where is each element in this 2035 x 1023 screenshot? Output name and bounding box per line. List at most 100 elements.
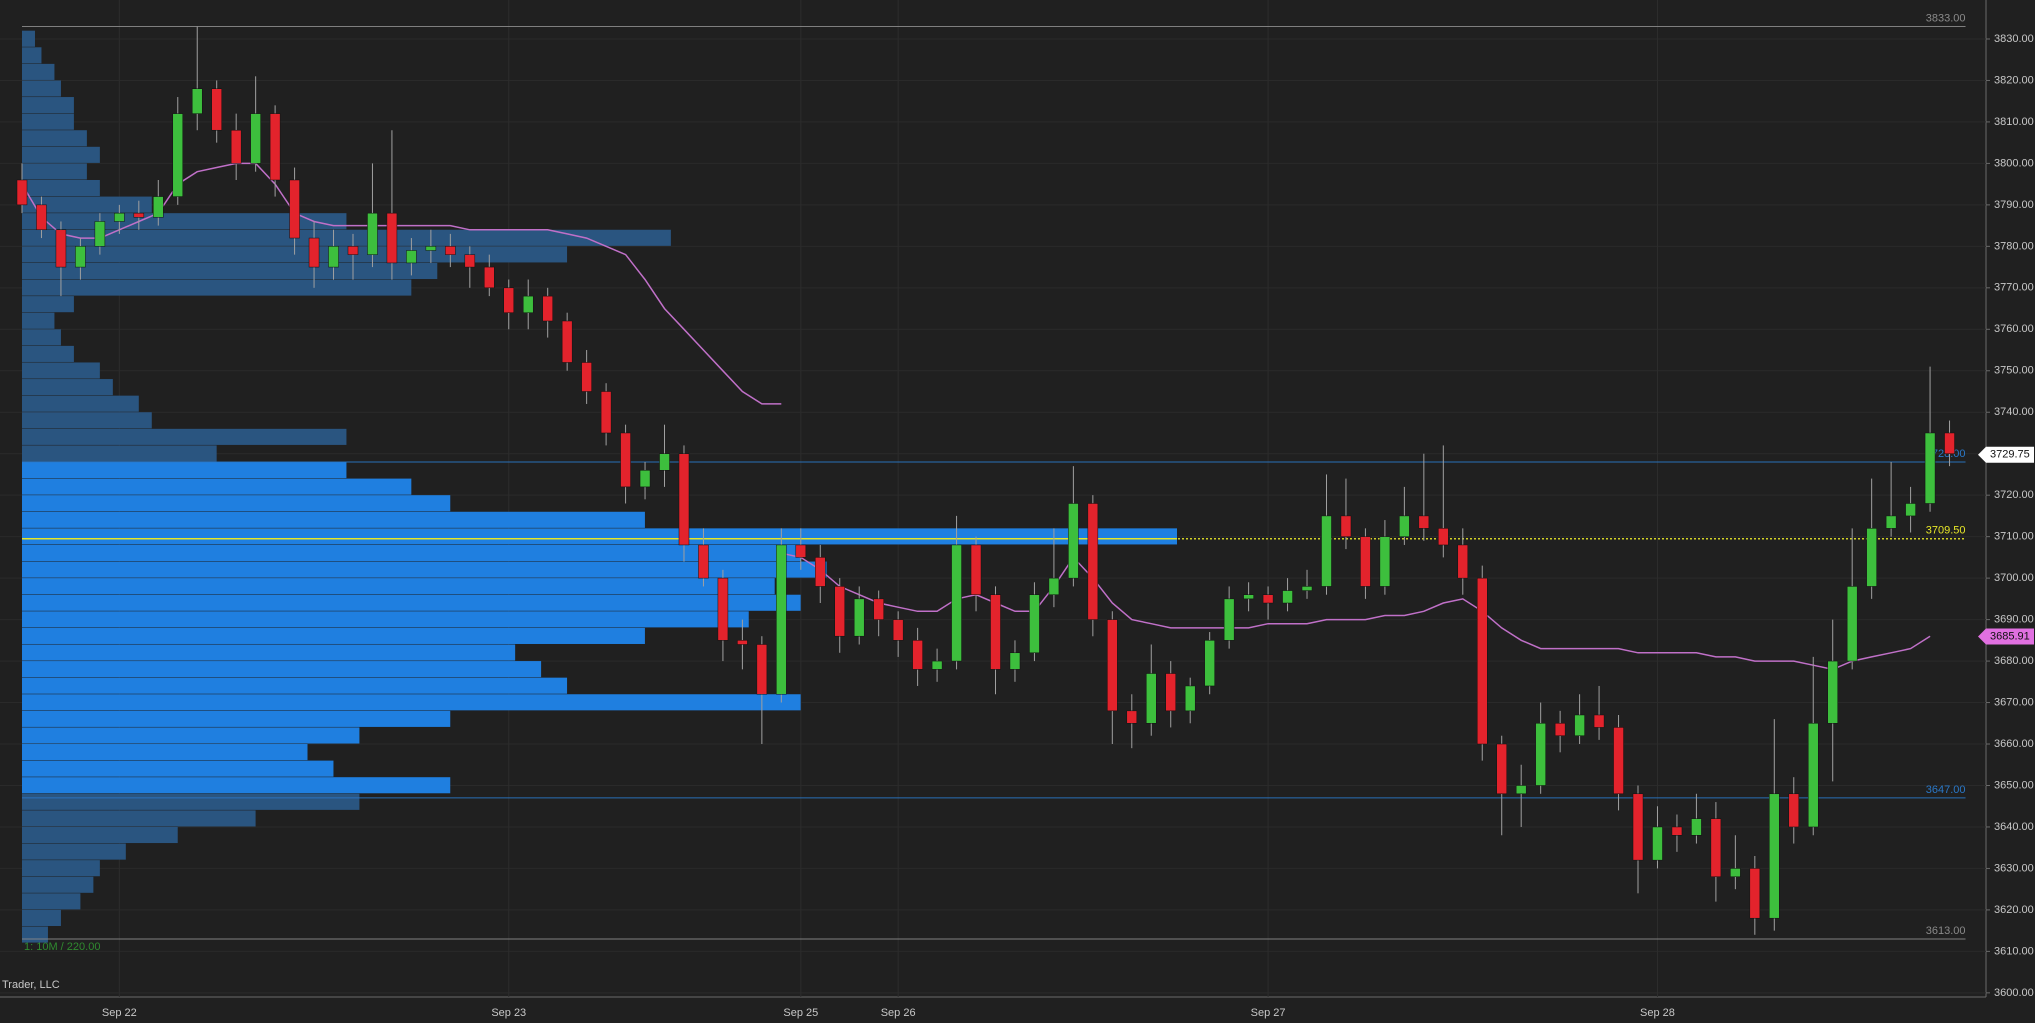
profile-bar [22, 744, 308, 761]
candle-body [795, 544, 807, 558]
candle-body [1301, 586, 1313, 591]
candle-body [581, 362, 592, 392]
candle-body [1535, 723, 1546, 786]
candle-body [1204, 640, 1215, 687]
profile-bar [22, 130, 87, 147]
candle-body [990, 594, 1001, 670]
candle-body [503, 287, 514, 313]
watermark: Trader, LLC [2, 979, 60, 991]
candle-body [1710, 818, 1722, 877]
candle-body [1048, 577, 1060, 595]
candle-body [211, 88, 222, 131]
profile-bar [22, 163, 87, 180]
level-label: 3613.00 [1926, 925, 1966, 937]
candle-body [464, 254, 476, 268]
candle-body [36, 204, 47, 231]
profile-bar [22, 63, 55, 80]
profile-bar [22, 826, 178, 844]
profile-bar [22, 229, 671, 246]
y-tick-label: 3780.00 [1994, 240, 2034, 252]
candle-body [1477, 577, 1488, 745]
profile-bar [22, 47, 42, 64]
profile-bar [22, 876, 94, 893]
x-tick-label: Sep 23 [491, 1007, 526, 1019]
candle-body [328, 246, 339, 268]
profile-bar [22, 909, 61, 926]
candle-body [1457, 544, 1469, 579]
profile-bar [22, 511, 645, 528]
candle-body [16, 179, 28, 206]
profile-bar [22, 661, 542, 678]
y-tick-label: 3700.00 [1994, 572, 2034, 584]
y-tick-label: 3720.00 [1994, 489, 2034, 501]
vwap-line [781, 552, 1931, 671]
y-tick-label: 3770.00 [1994, 282, 2034, 294]
profile-bar [22, 810, 256, 827]
lines [21, 162, 1931, 671]
candle-body [1496, 743, 1507, 795]
profile-bar [22, 777, 451, 794]
profile-bar [22, 611, 749, 628]
profile-bar [22, 312, 55, 329]
candle-body [912, 640, 923, 670]
candle-body [1846, 586, 1858, 662]
profile-bar [22, 710, 451, 727]
price-marker [1978, 628, 2034, 645]
candle-body [1593, 714, 1605, 728]
price-marker [1978, 446, 2034, 463]
profile-bar [22, 578, 775, 595]
y-tick-label: 3820.00 [1994, 74, 2034, 86]
candle-body [386, 212, 398, 264]
candle-body [1671, 826, 1683, 836]
candle-body [484, 266, 495, 289]
candle-body [445, 246, 456, 255]
candle-body [114, 212, 125, 222]
x-tick-label: Sep 28 [1640, 1007, 1675, 1019]
candle-body [1652, 826, 1663, 861]
candle-body [737, 640, 748, 645]
profile-bar [22, 677, 568, 694]
candle-body [55, 229, 67, 268]
profile-bar [22, 495, 451, 512]
profile-bar [22, 793, 360, 810]
candle-body [853, 598, 865, 637]
profile-bar [22, 97, 74, 114]
candle-body [1282, 590, 1293, 604]
candle-body [75, 246, 86, 268]
level-label: 3833.00 [1926, 12, 1966, 24]
candle-body [1107, 619, 1118, 712]
candle-body [1087, 503, 1099, 620]
candle-body [678, 453, 690, 546]
candle-body [1009, 652, 1021, 670]
candle-body [931, 660, 943, 670]
candle-body [347, 246, 359, 255]
candle-body [367, 212, 378, 255]
candle-body [776, 544, 787, 695]
candle-body [815, 557, 826, 587]
candle-body [406, 250, 417, 264]
y-tick-label: 3680.00 [1994, 655, 2034, 667]
vwap-line [21, 162, 782, 405]
candle-body [1321, 515, 1332, 587]
candle-body [425, 246, 437, 251]
y-tick-label: 3830.00 [1994, 33, 2034, 45]
candle-body [1730, 868, 1741, 877]
candle-body [698, 544, 709, 579]
y-tick-label: 3800.00 [1994, 157, 2034, 169]
profile-bar [22, 80, 61, 97]
profile-bar [22, 644, 516, 661]
candle-body [1749, 868, 1761, 919]
profile-bar [22, 412, 152, 429]
candle-body [1243, 594, 1254, 600]
candle-body [1807, 723, 1819, 828]
profile-bar [22, 30, 35, 47]
candle-body [1632, 793, 1644, 861]
candle-body [1769, 793, 1780, 919]
profile-bar [22, 561, 827, 578]
candle-body [250, 113, 261, 164]
candle-body [1866, 528, 1877, 587]
y-tick-label: 3690.00 [1994, 614, 2034, 626]
candle-body [1068, 503, 1079, 579]
